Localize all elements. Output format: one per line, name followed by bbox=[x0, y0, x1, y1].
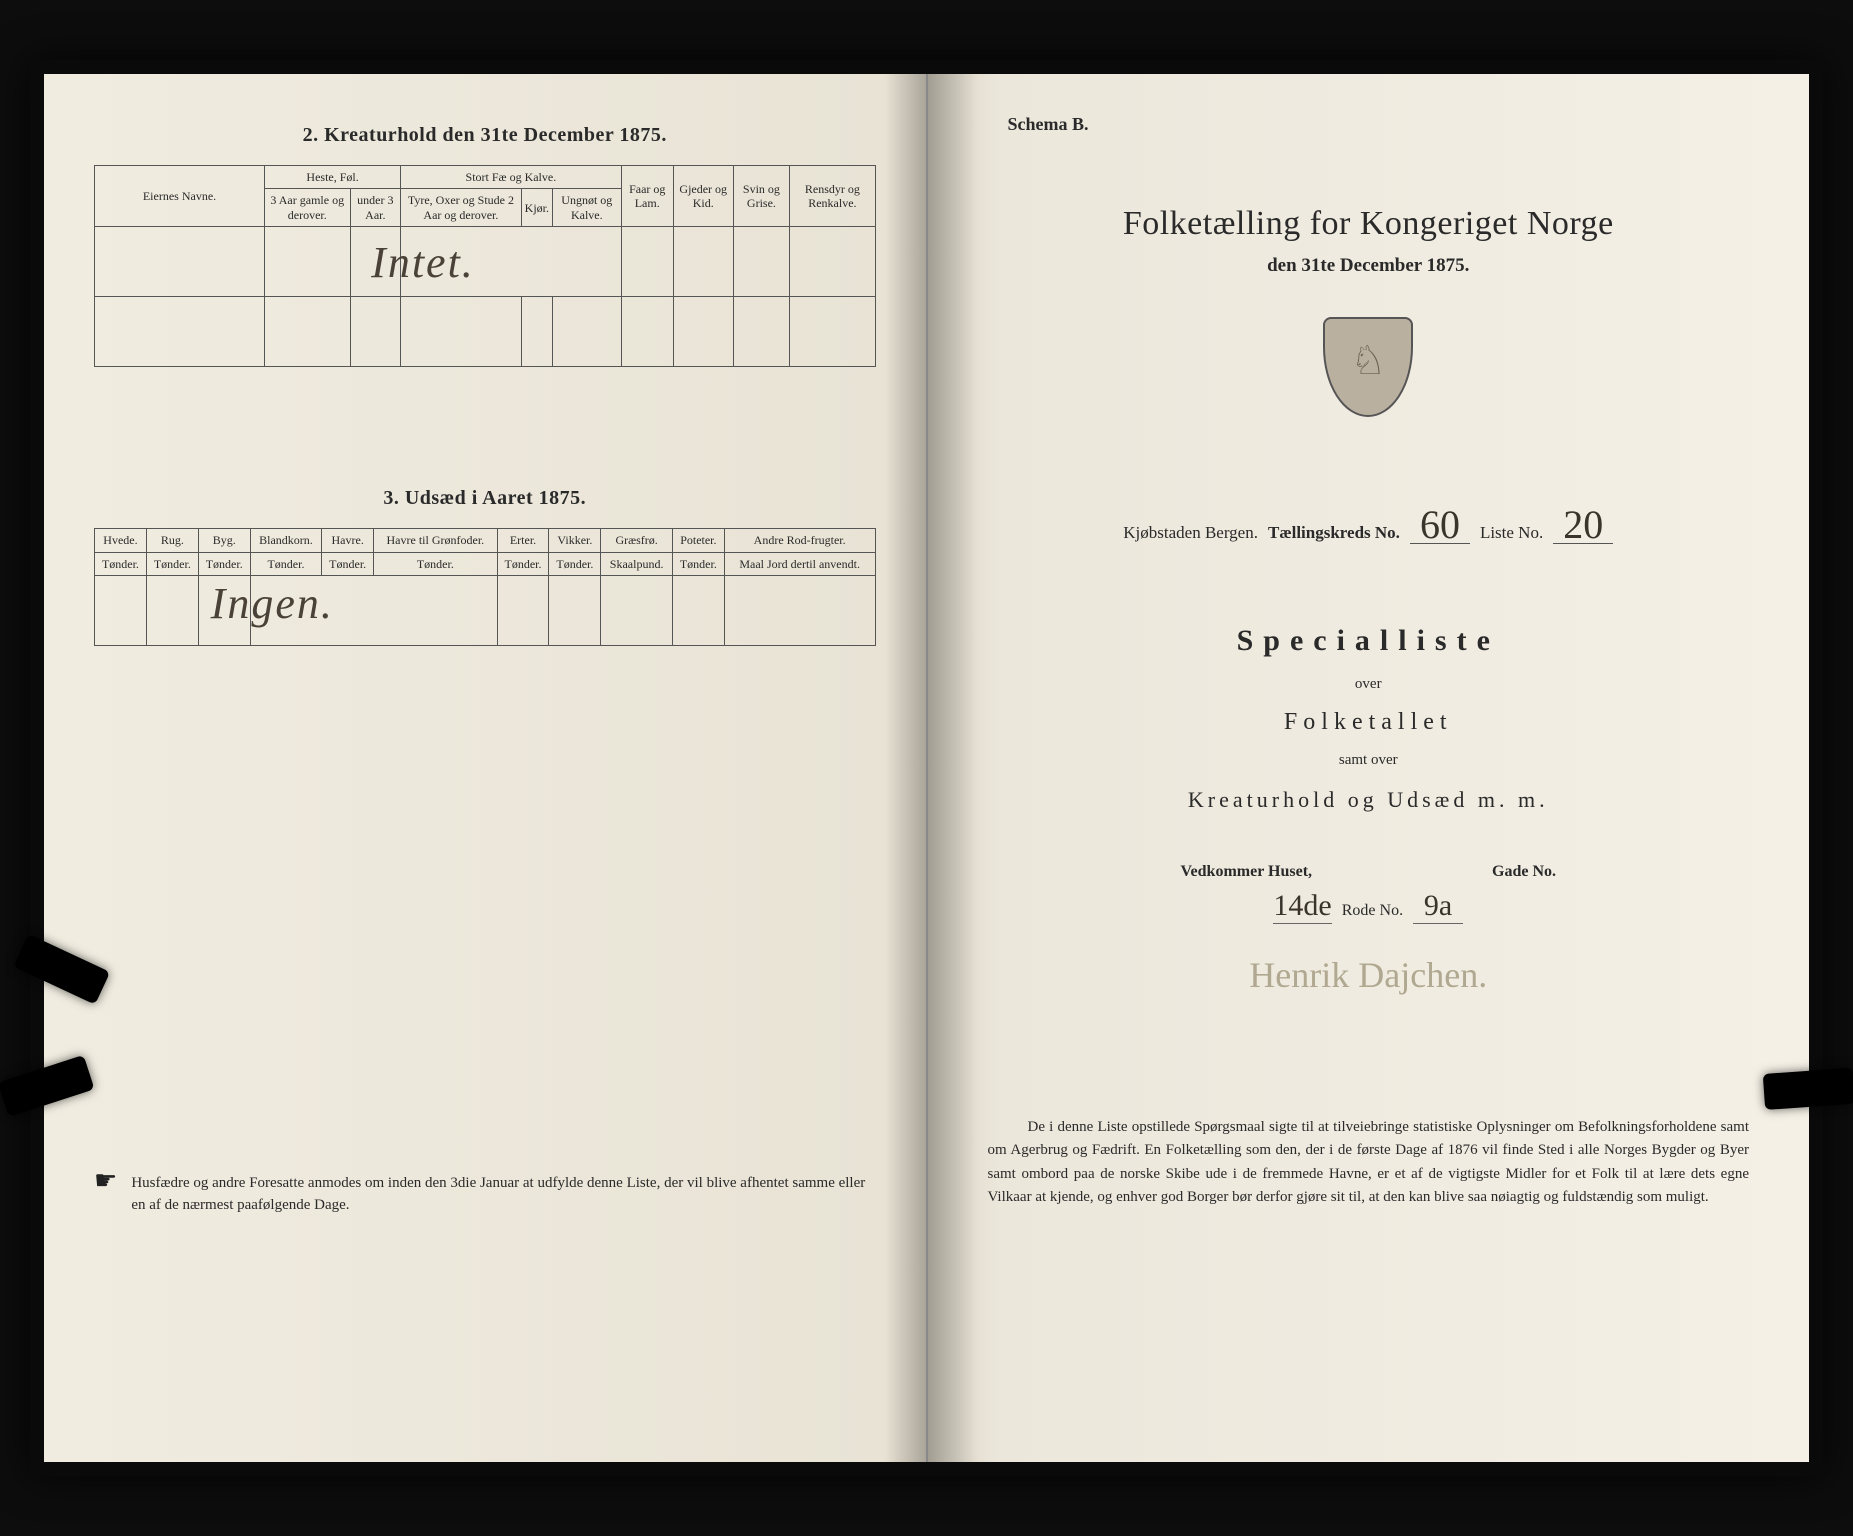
kreaturhold-table: Eiernes Navne. Heste, Føl. Stort Fæ og K… bbox=[94, 165, 876, 367]
kreds-number: 60 bbox=[1410, 507, 1470, 544]
unit-tonder: Tønder. bbox=[250, 552, 322, 575]
handwritten-intet: Intet. bbox=[371, 237, 475, 288]
census-main-title: Folketælling for Kongeriget Norge bbox=[978, 205, 1760, 243]
col-vikker: Vikker. bbox=[549, 529, 601, 552]
specialliste-heading: Specialliste bbox=[978, 624, 1760, 658]
col-stort-b: Kjør. bbox=[521, 189, 552, 227]
col-heste-b: under 3 Aar. bbox=[350, 189, 401, 227]
col-poteter: Poteter. bbox=[672, 529, 724, 552]
table-row bbox=[95, 297, 876, 367]
udsaed-table: Hvede. Rug. Byg. Blandkorn. Havre. Havre… bbox=[94, 528, 876, 646]
unit-tonder: Tønder. bbox=[374, 552, 497, 575]
unit-tonder: Tønder. bbox=[95, 552, 147, 575]
spine-shadow bbox=[886, 74, 926, 1462]
unit-tonder: Tønder. bbox=[146, 552, 198, 575]
gade-label: Gade No. bbox=[1492, 863, 1556, 881]
coat-of-arms-icon: ♘ bbox=[1313, 317, 1423, 447]
pointing-hand-icon: ☛ bbox=[94, 1166, 117, 1196]
unit-tonder: Tønder. bbox=[549, 552, 601, 575]
colgroup-stort: Stort Fæ og Kalve. bbox=[401, 166, 621, 189]
table-row: Ingen. bbox=[95, 575, 876, 645]
col-eiernes: Eiernes Navne. bbox=[95, 166, 265, 227]
col-andre: Andre Rod-frugter. bbox=[724, 529, 875, 552]
col-svin: Svin og Grise. bbox=[733, 166, 790, 227]
rode-prefix: 14de bbox=[1273, 889, 1331, 924]
unit-maal: Maal Jord dertil anvendt. bbox=[724, 552, 875, 575]
col-hvede: Hvede. bbox=[95, 529, 147, 552]
col-stort-a: Tyre, Oxer og Stude 2 Aar og derover. bbox=[401, 189, 521, 227]
rode-number: 9a bbox=[1413, 889, 1463, 924]
open-book: 2. Kreaturhold den 31te December 1875. E… bbox=[30, 60, 1823, 1476]
col-graesfro: Græsfrø. bbox=[601, 529, 673, 552]
rode-label: Rode No. bbox=[1342, 902, 1403, 920]
unit-tonder: Tønder. bbox=[198, 552, 250, 575]
town-label: Kjøbstaden Bergen. bbox=[1123, 523, 1258, 543]
liste-number: 20 bbox=[1553, 507, 1613, 544]
col-byg: Byg. bbox=[198, 529, 250, 552]
liste-label: Liste No. bbox=[1480, 523, 1543, 543]
footnote-text: Husfædre og andre Foresatte anmodes om i… bbox=[131, 1172, 875, 1217]
col-stort-c: Ungnøt og Kalve. bbox=[553, 189, 622, 227]
over-label: over bbox=[978, 676, 1760, 693]
table-row: Intet. bbox=[95, 227, 876, 297]
handwritten-ingen: Ingen. bbox=[211, 578, 334, 629]
right-page: Schema B. Folketælling for Kongeriget No… bbox=[928, 74, 1810, 1462]
col-faar: Faar og Lam. bbox=[621, 166, 673, 227]
clip-right bbox=[1763, 1068, 1853, 1110]
unit-tonder: Tønder. bbox=[497, 552, 549, 575]
colgroup-heste: Heste, Føl. bbox=[265, 166, 401, 189]
folketallet-heading: Folketallet bbox=[978, 709, 1760, 736]
unit-skaalpund: Skaalpund. bbox=[601, 552, 673, 575]
census-date: den 31te December 1875. bbox=[978, 255, 1760, 277]
unit-tonder: Tønder. bbox=[322, 552, 374, 575]
district-line: Kjøbstaden Bergen. Tællingskreds No. 60 … bbox=[978, 507, 1760, 544]
kreatur-heading: Kreaturhold og Udsæd m. m. bbox=[978, 787, 1760, 813]
samt-label: samt over bbox=[978, 752, 1760, 769]
unit-tonder: Tønder. bbox=[672, 552, 724, 575]
col-heste-a: 3 Aar gamle og derover. bbox=[265, 189, 351, 227]
col-rensdyr: Rensdyr og Renkalve. bbox=[790, 166, 875, 227]
col-havre-gron: Havre til Grønfoder. bbox=[374, 529, 497, 552]
col-havre: Havre. bbox=[322, 529, 374, 552]
schema-label: Schema B. bbox=[1008, 114, 1760, 135]
col-gjeder: Gjeder og Kid. bbox=[673, 166, 733, 227]
left-page: 2. Kreaturhold den 31te December 1875. E… bbox=[44, 74, 928, 1462]
spine-shadow bbox=[928, 74, 978, 1462]
section-3-title: 3. Udsæd i Aaret 1875. bbox=[94, 487, 876, 510]
owner-signature: Henrik Dajchen. bbox=[978, 954, 1760, 996]
col-rug: Rug. bbox=[146, 529, 198, 552]
section-2-title: 2. Kreaturhold den 31te December 1875. bbox=[94, 124, 876, 147]
kreds-label: Tællingskreds No. bbox=[1268, 523, 1400, 543]
instruction-paragraph: De i denne Liste opstillede Spørgsmaal s… bbox=[978, 1116, 1760, 1209]
footnote-block: ☛ Husfædre og andre Foresatte anmodes om… bbox=[94, 1166, 876, 1217]
col-erter: Erter. bbox=[497, 529, 549, 552]
rode-line: 14de Rode No. 9a bbox=[978, 889, 1760, 924]
vedkommer-label: Vedkommer Huset, bbox=[1180, 863, 1312, 881]
col-blandkorn: Blandkorn. bbox=[250, 529, 322, 552]
